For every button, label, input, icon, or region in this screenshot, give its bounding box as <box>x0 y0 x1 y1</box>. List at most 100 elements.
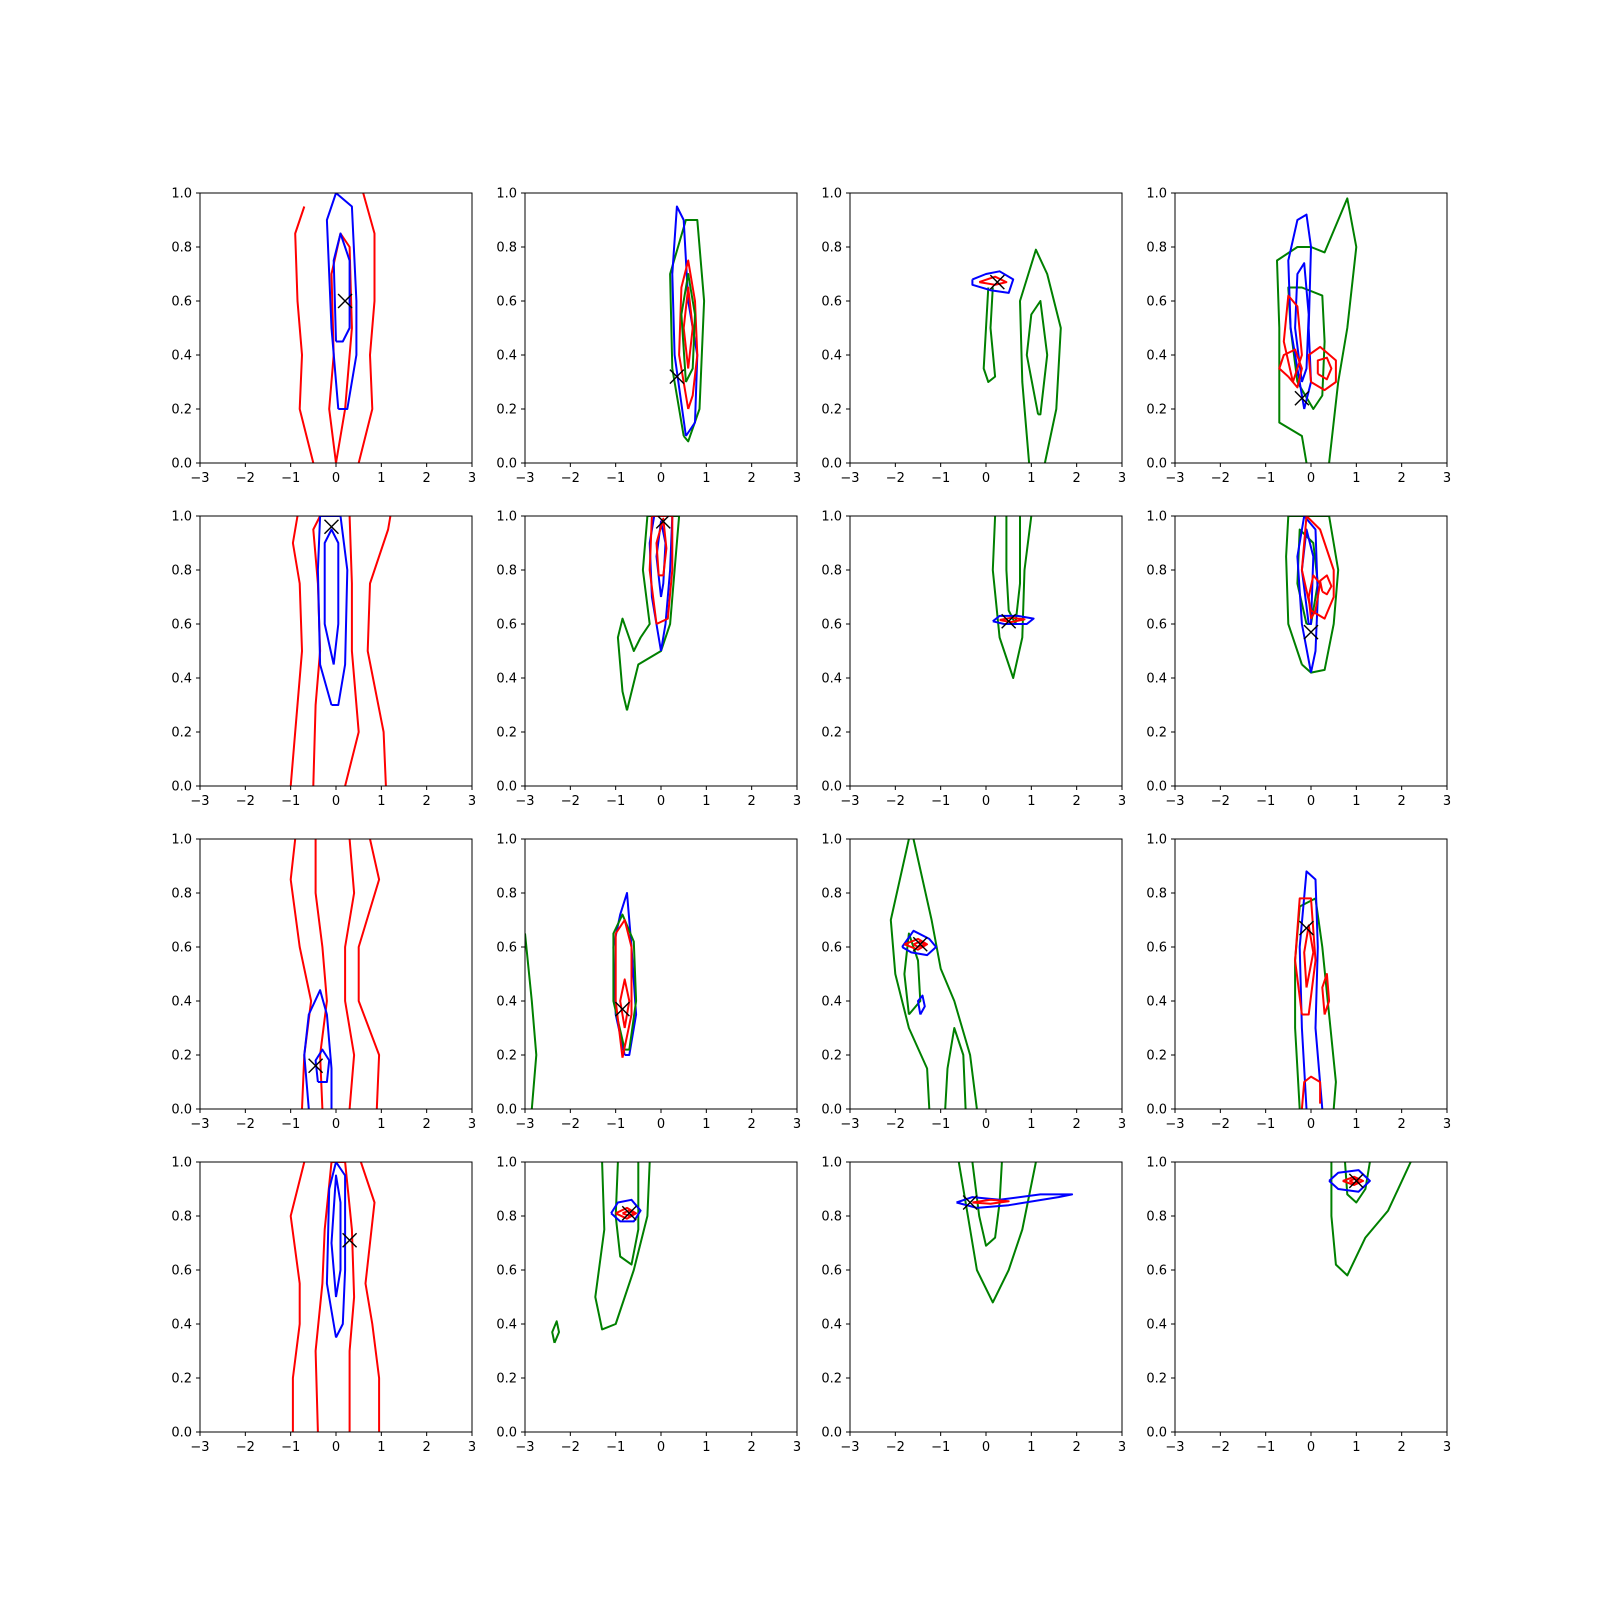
subplot-4-3: −3 −2 −1 0 1 2 3 0.0 0.2 0.4 0.6 0.8 1.0 <box>821 1156 1126 1456</box>
x-tick-label: 1 <box>1027 471 1035 486</box>
red-contour-line <box>366 516 392 786</box>
x-tick-label: 2 <box>748 1117 756 1132</box>
x-marker <box>1303 624 1319 640</box>
x-marker <box>1001 613 1017 629</box>
subplot-1-4: −3 −2 −1 0 1 2 3 0.0 0.2 0.4 0.6 0.8 1.0 <box>1146 187 1451 487</box>
y-tick-label: 0.0 <box>821 780 842 795</box>
green-contour-line <box>616 516 681 711</box>
green-contour-line <box>680 273 696 383</box>
red-contour-line <box>999 616 1026 624</box>
y-tick-label: 0.2 <box>1146 403 1167 418</box>
x-tick-label: −2 <box>561 1117 580 1132</box>
x-marker <box>669 369 685 385</box>
y-tick-label: 0.8 <box>1146 1210 1167 1225</box>
y-tick-label: 0.6 <box>821 295 842 310</box>
x-tick-label: 0 <box>1307 1440 1315 1455</box>
x-tick-label: −3 <box>190 1440 209 1455</box>
x-tick-label: 3 <box>793 794 801 809</box>
red-contour-line <box>1316 356 1333 381</box>
blue-contour-line <box>671 205 699 437</box>
y-tick-label: 0.8 <box>496 887 517 902</box>
blue-contour-line <box>330 1174 342 1298</box>
green-contour-line <box>612 913 638 1051</box>
y-tick-label: 0.2 <box>821 726 842 741</box>
x-tick-label: 1 <box>1352 794 1360 809</box>
blue-contour-line <box>1294 262 1310 383</box>
red-contour-line <box>682 286 694 369</box>
y-tick-label: 1.0 <box>1146 510 1167 525</box>
subplot-3-4: −3 −2 −1 0 1 2 3 0.0 0.2 0.4 0.6 0.8 1.0 <box>1146 833 1451 1133</box>
y-tick-label: 0.6 <box>171 295 192 310</box>
subplot-1-1: −3 −2 −1 0 1 2 3 0.0 0.2 0.4 0.6 0.8 1.0 <box>171 187 476 487</box>
x-tick-label: 1 <box>377 1117 385 1132</box>
y-tick-label: 0.4 <box>496 349 517 364</box>
x-tick-label: 1 <box>1027 794 1035 809</box>
x-tick-label: −3 <box>190 1117 209 1132</box>
y-tick-label: 0.2 <box>1146 726 1167 741</box>
x-marker <box>962 1195 978 1210</box>
y-tick-label: 1.0 <box>496 1156 517 1171</box>
y-tick-label: 0.2 <box>171 726 192 741</box>
x-tick-label: −3 <box>515 471 534 486</box>
subplot-2-1: −3 −2 −1 0 1 2 3 0.0 0.2 0.4 0.6 0.8 1.0 <box>171 510 476 810</box>
x-tick-label: 0 <box>982 1117 990 1132</box>
y-tick-label: 0.8 <box>1146 887 1167 902</box>
red-contour-line <box>294 206 315 463</box>
y-tick-label: 0.0 <box>1146 1103 1167 1118</box>
contour-group <box>956 1162 1074 1304</box>
red-contour-line <box>1321 973 1331 1015</box>
x-tick-label: 3 <box>793 471 801 486</box>
x-tick-label: −1 <box>606 1440 625 1455</box>
x-tick-label: 3 <box>468 794 476 809</box>
x-marker <box>337 293 353 309</box>
y-tick-label: 0.4 <box>821 672 842 687</box>
blue-contour-line <box>325 193 358 410</box>
y-tick-label: 0.4 <box>1146 349 1167 364</box>
red-contour-line <box>344 839 356 1109</box>
y-tick-label: 0.6 <box>496 1264 517 1279</box>
y-tick-label: 1.0 <box>171 1156 192 1171</box>
x-tick-label: 2 <box>1398 794 1406 809</box>
y-tick-label: 1.0 <box>171 833 192 848</box>
y-tick-label: 0.2 <box>496 726 517 741</box>
green-contour-line <box>1019 248 1062 463</box>
x-tick-label: −1 <box>931 1440 950 1455</box>
y-tick-label: 1.0 <box>171 510 192 525</box>
y-tick-label: 0.2 <box>1146 1372 1167 1387</box>
y-tick-label: 0.6 <box>1146 295 1167 310</box>
y-tick-label: 0.6 <box>171 618 192 633</box>
green-contour-line <box>889 839 931 1109</box>
x-tick-label: 3 <box>1443 794 1451 809</box>
x-tick-label: 3 <box>1443 471 1451 486</box>
y-tick-label: 0.0 <box>171 457 192 472</box>
x-tick-label: 3 <box>1118 1440 1126 1455</box>
x-tick-label: 2 <box>1073 1440 1081 1455</box>
x-tick-label: 3 <box>1118 794 1126 809</box>
green-contour-line <box>982 287 997 383</box>
green-contour-line <box>957 1162 1037 1304</box>
blue-contour-line <box>956 1193 1074 1209</box>
x-tick-label: 1 <box>702 1117 710 1132</box>
x-tick-label: −1 <box>606 794 625 809</box>
y-tick-label: 0.8 <box>821 564 842 579</box>
subplot-2-3: −3 −2 −1 0 1 2 3 0.0 0.2 0.4 0.6 0.8 1.0 <box>821 510 1126 810</box>
x-tick-label: 2 <box>1398 471 1406 486</box>
blue-contour-line <box>1296 516 1319 673</box>
red-contour-line <box>314 839 328 1109</box>
y-tick-label: 0.6 <box>821 618 842 633</box>
subplot-grid: −3 −2 −1 0 1 2 3 0.0 0.2 0.4 0.6 0.8 1.0 −3 −2 −1 0 1 2 3 0.… <box>171 187 1451 1456</box>
red-contour-line <box>1282 294 1303 383</box>
x-tick-label: −1 <box>931 471 950 486</box>
x-tick-label: 1 <box>702 471 710 486</box>
x-tick-label: 1 <box>377 471 385 486</box>
red-contour-line <box>648 516 674 625</box>
x-tick-label: −2 <box>1211 794 1230 809</box>
y-tick-label: 0.0 <box>171 1426 192 1441</box>
blue-contour-line <box>917 994 926 1015</box>
red-contour-line <box>1307 345 1337 392</box>
x-marker <box>614 1001 630 1017</box>
y-tick-label: 0.4 <box>821 349 842 364</box>
x-tick-label: 3 <box>468 1440 476 1455</box>
